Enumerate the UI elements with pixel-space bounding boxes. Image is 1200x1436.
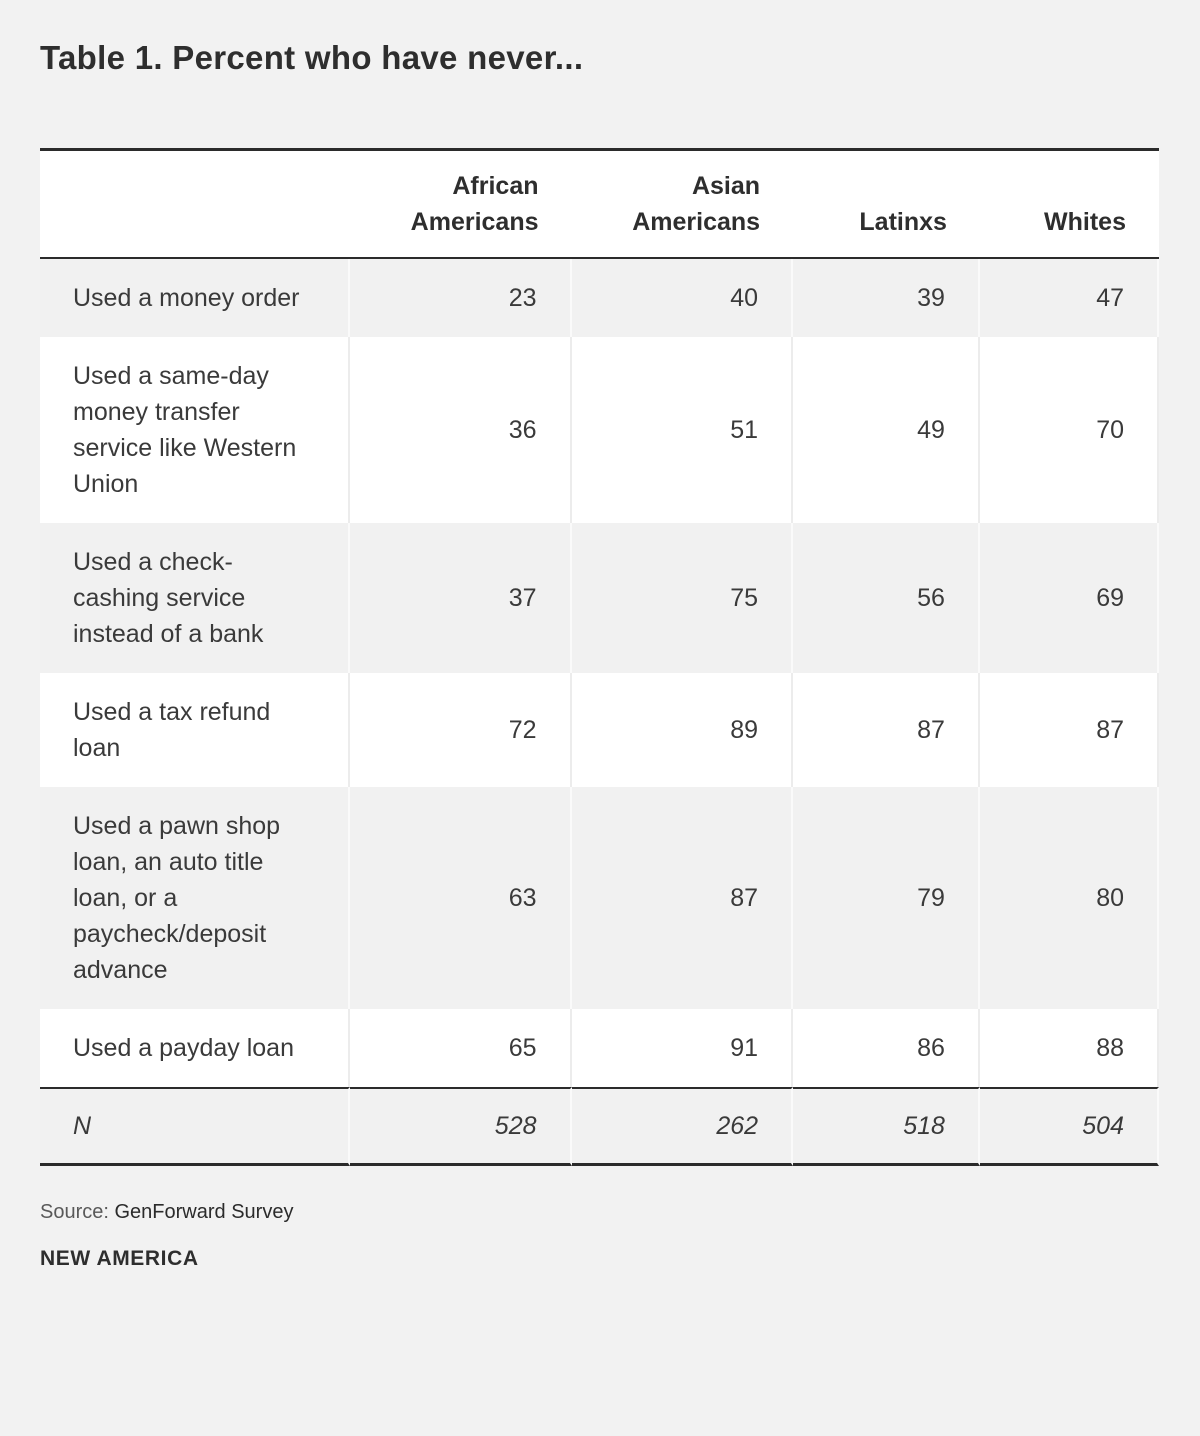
column-header-latinxs: Latinxs [793,148,980,259]
table-footer: N 528 262 518 504 [40,1087,1159,1166]
column-header-african-americans: African Americans [349,148,572,259]
page-title: Table 1. Percent who have never... [40,39,584,76]
table-row: Used a pawn shop loan, an auto title loa… [40,787,1159,1009]
value-cell: 528 [349,1087,572,1166]
header-row: African Americans Asian Americans Latinx… [40,148,1159,259]
value-cell: 91 [571,1009,794,1087]
value-cell: 72 [349,673,572,787]
value-cell: 79 [793,787,980,1009]
value-cell: 89 [571,673,794,787]
table-body: Used a money order 23 40 39 47 Used a sa… [40,259,1159,1087]
table-header: African Americans Asian Americans Latinx… [40,148,1159,259]
column-header-asian-americans: Asian Americans [571,148,794,259]
row-label: Used a tax refund loan [40,673,350,787]
value-cell: 51 [571,337,794,523]
value-cell: 87 [793,673,980,787]
value-cell: 88 [979,1009,1159,1087]
table-row: Used a money order 23 40 39 47 [40,259,1159,337]
row-label: Used a pawn shop loan, an auto title loa… [40,787,350,1009]
value-cell: 65 [349,1009,572,1087]
table-row: Used a same-day money transfer service l… [40,337,1159,523]
new-america-wordmark: NEW AMERICA [40,1247,199,1270]
value-cell: 40 [571,259,794,337]
value-cell: 262 [571,1087,794,1166]
value-cell: 70 [979,337,1159,523]
table-row: Used a payday loan 65 91 86 88 [40,1009,1159,1087]
value-cell: 39 [793,259,980,337]
source-value: GenForward Survey [114,1201,294,1223]
header-empty-cell [40,148,350,259]
value-cell: 86 [793,1009,980,1087]
value-cell: 49 [793,337,980,523]
value-cell: 37 [349,523,572,673]
sample-size-row: N 528 262 518 504 [40,1087,1159,1166]
value-cell: 36 [349,337,572,523]
value-cell: 518 [793,1087,980,1166]
value-cell: 87 [979,673,1159,787]
table-row: Used a tax refund loan 72 89 87 87 [40,673,1159,787]
table-row: Used a check-cashing service instead of … [40,523,1159,673]
value-cell: 47 [979,259,1159,337]
column-header-whites: Whites [979,148,1159,259]
row-label: Used a money order [40,259,350,337]
value-cell: 23 [349,259,572,337]
value-cell: 63 [349,787,572,1009]
value-cell: 75 [571,523,794,673]
value-cell: 504 [979,1087,1159,1166]
source-line: Source: GenForward Survey [40,1199,1159,1225]
value-cell: 80 [979,787,1159,1009]
value-cell: 87 [571,787,794,1009]
data-table: African Americans Asian Americans Latinx… [40,148,1159,1166]
source-label: Source: [40,1201,109,1223]
value-cell: 56 [793,523,980,673]
row-label: Used a check-cashing service instead of … [40,523,350,673]
row-label: Used a payday loan [40,1009,350,1087]
row-label: Used a same-day money transfer service l… [40,337,350,523]
row-label-n: N [40,1087,350,1166]
value-cell: 69 [979,523,1159,673]
